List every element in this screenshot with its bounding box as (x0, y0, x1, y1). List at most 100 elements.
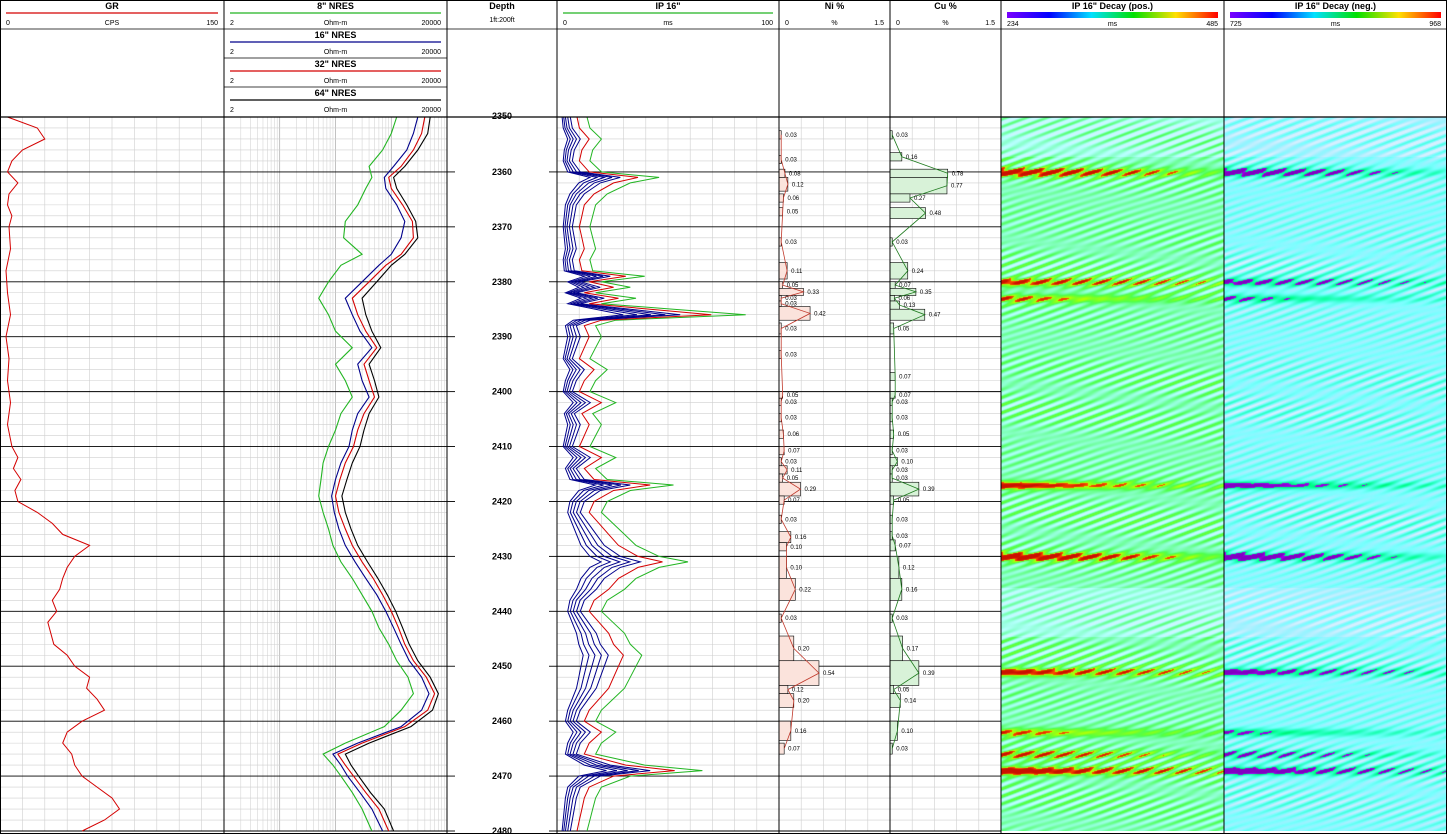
ni-assay-bar (778, 556, 787, 579)
cu-assay-label: 0.24 (912, 269, 924, 275)
ni-assay-bar (778, 742, 785, 755)
cu-assay-label: 0.03 (896, 534, 908, 540)
depth-tick-label: 2430 (492, 551, 512, 561)
ip-title: IP 16" (655, 1, 680, 11)
ni-assay-bar (778, 578, 796, 601)
cu-assay-label: 0.03 (896, 616, 908, 622)
cu-assay-label: 0.07 (899, 375, 911, 381)
cu-assay-label: 0.10 (901, 729, 913, 735)
res-1-title: 16" NRES (315, 30, 357, 40)
cu-assay-label: 0.06 (898, 296, 910, 302)
ni-assay-label: 0.03 (785, 400, 797, 406)
depth-tick-label: 2460 (492, 716, 512, 726)
ni-assay-label: 0.20 (798, 646, 810, 652)
decay-neg-min-label: 725 (1230, 21, 1242, 28)
decay-neg-color-scale (1230, 12, 1441, 18)
ni-assay-label: 0.10 (790, 545, 802, 551)
res-2-title: 32" NRES (315, 59, 357, 69)
ni-assay-label: 0.05 (787, 283, 799, 289)
cu-assay-label: 0.39 (923, 487, 935, 493)
ip-min-label: 0 (563, 20, 567, 27)
ni-assay-label: 0.42 (814, 311, 826, 317)
resistivity-curve-32in (334, 116, 436, 832)
ni-assay-label: 0.12 (792, 688, 804, 694)
ni-assay-label: 0.03 (785, 460, 797, 466)
cu-assay-bar (889, 322, 895, 335)
res-3-unit-label: Ohm-m (324, 107, 348, 114)
depth-tick-label: 2450 (492, 661, 512, 671)
res-3-title: 64" NRES (315, 88, 357, 98)
depth-scale-label: 1ft:200ft (489, 17, 514, 24)
ni-assay-label: 0.20 (798, 699, 810, 705)
ni-assay-label: 0.16 (795, 535, 807, 541)
cu-assay-label: 0.03 (896, 133, 908, 139)
ni-assay-bar (778, 473, 784, 483)
cu-assay-label: 0.03 (896, 449, 908, 455)
decay-pos-decay-canvas (1001, 117, 1224, 831)
ip-unit-label: ms (663, 20, 673, 27)
ni-assay-label: 0.03 (785, 517, 797, 523)
res-0-unit-label: Ohm-m (324, 20, 348, 27)
ni-assay-bar (778, 660, 820, 686)
ni-assay-label: 0.10 (790, 565, 802, 571)
cu-title: Cu % (934, 1, 957, 11)
ni-assay-trend (780, 134, 820, 749)
cu-assay-label: 0.14 (904, 699, 916, 705)
cu-assay-label: 0.03 (896, 747, 908, 753)
cu-assay-bar (889, 193, 911, 203)
ni-assay-label: 0.07 (788, 449, 800, 455)
cu-assay-label: 0.05 (898, 688, 910, 694)
cu-unit-label: % (942, 20, 948, 27)
cu-assay-label: 0.05 (898, 498, 910, 504)
res-2-unit-label: Ohm-m (324, 78, 348, 85)
cu-assay-bar (889, 295, 895, 302)
decay-pos-title: IP 16" Decay (pos.) (1072, 1, 1153, 11)
ni-assay-bar (778, 193, 784, 203)
ni-assay-bar (778, 542, 787, 552)
depth-tick-label: 2390 (492, 332, 512, 342)
ni-assay-bar (778, 685, 789, 694)
ni-assay-label: 0.03 (785, 416, 797, 422)
header-layer: GR 0 CPS 150 8" NRES 2 Ohm-m 20000 16" NRES 2 Ohm-… (6, 1, 1441, 114)
ni-assay-label: 0.11 (791, 468, 803, 474)
ni-assay-label: 0.03 (785, 240, 797, 246)
gr-max-label: 150 (206, 20, 218, 27)
ni-assay-bar (778, 481, 801, 497)
resistivity-curve-64in (341, 116, 439, 832)
ip-max-label: 100 (761, 20, 773, 27)
cu-assay-bar (889, 288, 917, 296)
res-2-max-label: 20000 (422, 78, 442, 85)
cu-assay-label: 0.13 (904, 303, 916, 309)
ni-assay-bar (778, 281, 784, 289)
cu-assay-bar (889, 660, 920, 686)
ip-curve-c1 (586, 116, 746, 832)
ni-assay-label: 0.22 (799, 587, 811, 593)
depth-tick-label: 2440 (492, 606, 512, 616)
cu-assay-label: 0.48 (930, 211, 942, 217)
ni-assay-label: 0.03 (785, 302, 797, 308)
cu-assay-bar (889, 685, 895, 694)
cu-assay-bar (889, 693, 901, 708)
ni-assay-label: 0.54 (823, 671, 835, 677)
ni-assay-label: 0.07 (788, 498, 800, 504)
decay-pos-decay-image (1001, 117, 1224, 831)
ni-assay-label: 0.06 (787, 432, 799, 438)
cu-assay-label: 0.03 (896, 468, 908, 474)
ip-curve-c4 (567, 116, 666, 832)
res-3-min-label: 2 (230, 107, 234, 114)
ip-curve-c2 (576, 116, 712, 832)
cu-assay-label: 0.07 (899, 543, 911, 549)
ni-assay-label: 0.03 (785, 326, 797, 332)
cu-assay-trend (891, 134, 949, 749)
cu-assay-label: 0.07 (899, 283, 911, 289)
decay-pos-max-label: 485 (1206, 21, 1218, 28)
cu-assay-label: 0.03 (896, 416, 908, 422)
cu-assay-label: 0.16 (906, 155, 918, 161)
cu-assay-label: 0.12 (903, 565, 915, 571)
ni-assay-label: 0.05 (787, 476, 799, 482)
ni-assay-label: 0.03 (785, 353, 797, 359)
cu-assay-label: 0.03 (896, 240, 908, 246)
res-0-min-label: 2 (230, 20, 234, 27)
